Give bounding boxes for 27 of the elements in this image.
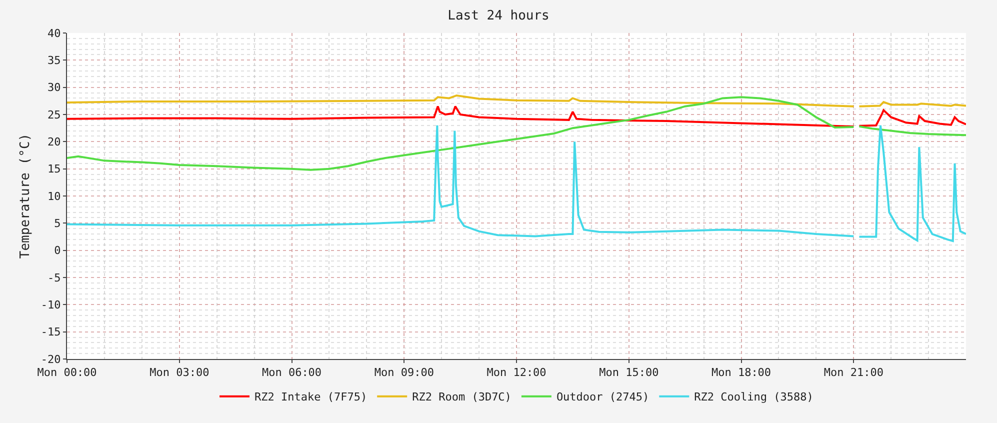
chart-title: Last 24 hours	[448, 8, 550, 24]
y-tick-label: 15	[48, 162, 61, 176]
x-tick-label: Mon 15:00	[599, 366, 659, 380]
legend-label: RZ2 Room (3D7C)	[412, 390, 512, 404]
x-tick-label: Mon 18:00	[711, 366, 772, 380]
y-tick-label: -20	[40, 352, 61, 366]
y-tick-label: -5	[48, 271, 61, 284]
y-tick-label: 0	[54, 244, 61, 258]
x-tick-label: Mon 06:00	[262, 366, 322, 380]
legend-label: RZ2 Cooling (3588)	[694, 390, 814, 404]
y-tick-label: 35	[48, 54, 61, 68]
x-tick-label: Mon 09:00	[374, 366, 434, 380]
y-tick-label: 5	[54, 217, 61, 230]
legend-label: RZ2 Intake (7F75)	[254, 390, 368, 404]
y-tick-label: -10	[40, 298, 61, 312]
x-tick-label: Mon 00:00	[37, 366, 97, 380]
x-tick-label: Mon 21:00	[824, 366, 884, 380]
y-tick-label: -15	[40, 326, 61, 339]
y-tick-label: 25	[48, 108, 61, 122]
y-axis-title: Temperature (°C)	[18, 133, 33, 259]
legend-label: Outdoor (2745)	[556, 390, 650, 404]
y-tick-label: 30	[48, 81, 61, 94]
y-tick-label: 10	[48, 190, 61, 203]
y-tick-label: 20	[48, 136, 61, 149]
x-tick-label: Mon 03:00	[150, 366, 210, 380]
y-tick-label: 40	[48, 26, 61, 40]
x-tick-label: Mon 12:00	[486, 366, 546, 380]
